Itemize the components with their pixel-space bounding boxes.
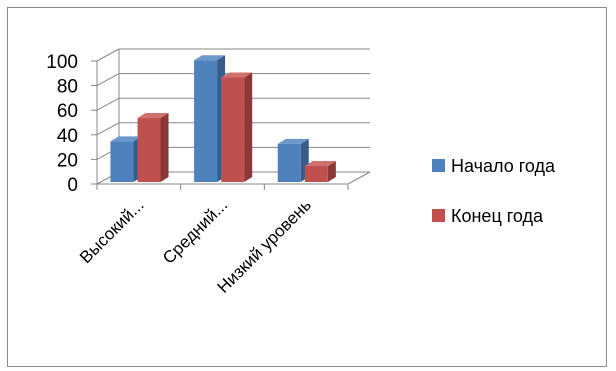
- x-category-labels: Высокий... Средний...Низкий уровень: [76, 195, 315, 297]
- gridline-side: [96, 122, 120, 136]
- legend-swatch: [432, 159, 445, 172]
- floor-right-edge: [347, 171, 371, 185]
- legend-swatch: [432, 209, 445, 222]
- y-tick-label: 100: [46, 52, 78, 73]
- bar-side: [160, 113, 169, 182]
- bar-front: [304, 166, 328, 182]
- bar: [304, 161, 336, 182]
- legend-label: Начало года: [451, 156, 556, 176]
- bar-top: [304, 161, 336, 167]
- x-category-label: Высокий...: [76, 195, 148, 267]
- bar-top: [110, 136, 142, 142]
- bar-side: [244, 72, 253, 182]
- gridline-side: [96, 97, 120, 111]
- bar-front: [221, 77, 245, 182]
- bar: [110, 136, 142, 182]
- gridline-side: [96, 73, 120, 87]
- bar-front: [110, 141, 134, 182]
- bar-front: [137, 118, 161, 182]
- y-tick-label: 20: [57, 150, 78, 171]
- bar-top: [194, 55, 226, 61]
- legend: Начало года Конец года: [432, 156, 556, 226]
- bar: [137, 113, 169, 182]
- bar: [194, 55, 226, 183]
- bars: [110, 55, 336, 183]
- bar-front: [194, 60, 218, 183]
- x-category-label: Средний...: [159, 195, 231, 267]
- bar-top: [137, 113, 169, 119]
- bar-top: [221, 72, 253, 78]
- y-tick-labels: 0 20 40 60 80 100: [46, 52, 78, 196]
- legend-item: Конец года: [432, 206, 544, 226]
- bar-top: [277, 138, 309, 144]
- legend-label: Конец года: [451, 206, 544, 226]
- gridline-side: [96, 48, 120, 62]
- y-tick-label: 80: [57, 77, 78, 98]
- bar: [277, 138, 309, 182]
- chart-frame: [7, 7, 607, 367]
- y-tick-label: 40: [57, 126, 78, 147]
- bar: [221, 72, 253, 182]
- y-tick-label: 60: [57, 101, 78, 122]
- bar-front: [277, 143, 301, 182]
- legend-item: Начало года: [432, 156, 556, 176]
- bar-side: [327, 161, 336, 182]
- y-tick-label: 0: [67, 175, 78, 196]
